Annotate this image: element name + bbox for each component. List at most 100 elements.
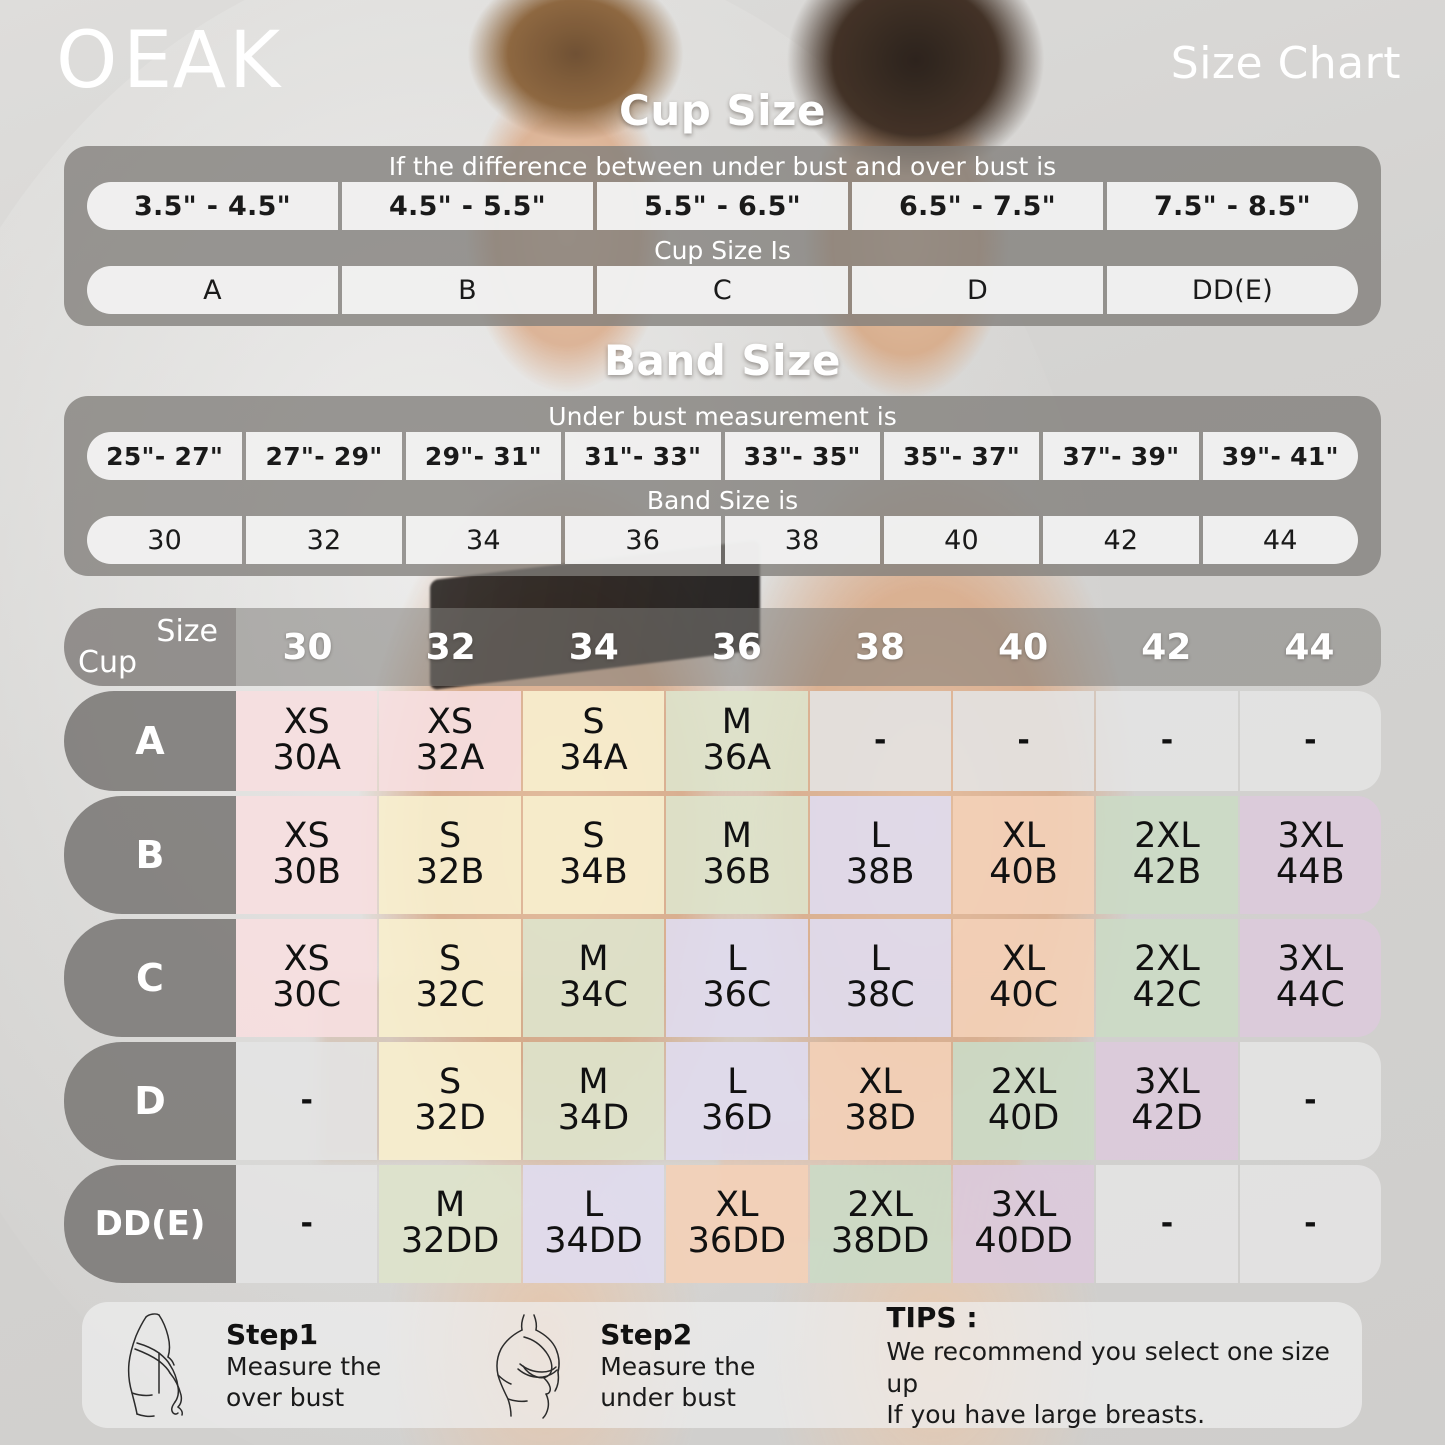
matrix-cell-40D: 2XL 40D [952, 1042, 1095, 1160]
cell-size-code: 32A [415, 738, 485, 778]
matrix-column-header-32: 32 [425, 626, 476, 668]
matrix-cell-38B: L 38B [809, 796, 951, 914]
band-number-cell-7: 44 [1202, 516, 1358, 564]
matrix-column-header-36: 36 [711, 626, 762, 668]
matrix-cell-42C: 2XL 42C [1096, 919, 1238, 1037]
band-range-cell-1: 27"- 29" [246, 432, 402, 480]
cup-range-cell-3: 6.5" - 7.5" [852, 182, 1103, 230]
matrix-row-B: B XS 30B S 32B S 34B M 36B L 38B XL 40B 2XL 42B 3XL 44B [64, 796, 1381, 914]
matrix-cell-32C: S 32C [379, 919, 521, 1037]
cell-size-letter: 3XL [990, 1185, 1057, 1226]
step-1-body: Measure the over bust [226, 1352, 382, 1412]
cell-size-letter: 3XL [1134, 1062, 1200, 1103]
cell-size-code: 34D [557, 1098, 630, 1138]
matrix-row-C: C XS 30C S 32C M 34C L 36C L 38C XL 40C 2XL 42C 3XL 44C [64, 919, 1381, 1037]
cell-size-letter: S [438, 939, 462, 980]
cell-size-letter: XL [1001, 816, 1046, 857]
cup-size-caption-top: If the difference between under bust and… [388, 152, 1057, 181]
cell-size-letter: 2XL [847, 1185, 914, 1226]
cup-letter-row: A B C D DD(E) [87, 266, 1358, 314]
cell-size-letter: 2XL [990, 1062, 1057, 1103]
cell-size-letter: L [727, 939, 747, 980]
cup-range-cell-2: 5.5" - 6.5" [597, 182, 848, 230]
cell-size-letter: M [578, 939, 609, 980]
matrix-cell-36DDE: XL 36DD [666, 1165, 808, 1283]
matrix-cell-38DDE: 2XL 38DD [809, 1165, 951, 1283]
cell-size-letter: 3XL [1277, 816, 1344, 857]
tips-block: TIPS : We recommend you select one size … [840, 1300, 1362, 1430]
matrix-cell-40B: XL 40B [952, 796, 1095, 914]
cell-size-code: 38B [845, 852, 915, 892]
matrix-cell-34A: S 34A [522, 691, 665, 791]
cell-size-letter: XS [426, 702, 474, 743]
cell-size-letter: 3XL [1277, 939, 1344, 980]
matrix-row-label-D: D [64, 1042, 236, 1160]
matrix-row-label-A: A [64, 691, 236, 791]
cup-size-panel: If the difference between under bust and… [64, 146, 1381, 326]
cell-size-code: 44B [1276, 852, 1345, 892]
band-range-cell-5: 35"- 37" [883, 432, 1040, 480]
matrix-cell-32A: XS 32A [379, 691, 521, 791]
step-1-title: Step1 [226, 1318, 319, 1351]
matrix-row-label-B: B [64, 796, 236, 914]
matrix-column-header-42: 42 [1141, 626, 1192, 668]
matrix-cell-44DDE: - [1239, 1165, 1381, 1283]
cell-size-letter: XL [1001, 939, 1046, 980]
cell-size-code: 32D [414, 1098, 486, 1138]
cell-size-letter: 2XL [1134, 816, 1200, 857]
cell-size-letter: S [438, 816, 462, 857]
cell-size-code: 40DD [974, 1221, 1073, 1261]
band-number-cell-5: 40 [883, 516, 1040, 564]
matrix-row-D: D - S 32D M 34D L 36D XL 38D 2XL 40D 3XL 42D - [64, 1042, 1381, 1160]
matrix-row-A: A XS 30A XS 32A S 34A M 36A - - - - [64, 691, 1381, 791]
cell-size-code: 36B [702, 852, 772, 892]
band-size-panel: Under bust measurement is 25"- 27" 27"- 2… [64, 396, 1381, 576]
band-range-row: 25"- 27" 27"- 29" 29"- 31" 31"- 33" 33"- 35"… [87, 432, 1358, 480]
matrix-cell-42B: 2XL 42B [1096, 796, 1238, 914]
matrix-cell-36C: L 36C [666, 919, 808, 1037]
brand-logo: OƎAK [56, 16, 284, 106]
cell-size-letter: M [578, 1062, 609, 1103]
matrix-row-cells: - S 32D M 34D L 36D XL 38D 2XL 40D 3XL 42D - [236, 1042, 1381, 1160]
page-title: Size Chart [1170, 38, 1401, 89]
step-2-body: Measure the under bust [600, 1352, 756, 1412]
matrix-cell-40DDE: 3XL 40DD [952, 1165, 1095, 1283]
matrix-cell-30A: XS 30A [236, 691, 378, 791]
cell-size-letter: S [438, 1062, 462, 1103]
cell-size-letter: M [721, 816, 752, 857]
band-number-cell-1: 32 [246, 516, 402, 564]
matrix-column-header-44: 44 [1284, 626, 1335, 668]
cell-size-code: 30B [272, 852, 341, 892]
cell-size-letter: S [582, 702, 605, 743]
cell-size-code: 38DD [830, 1221, 930, 1261]
step-2: Step2 Measure the under bust [476, 1302, 840, 1428]
cell-size-letter: M [434, 1185, 466, 1226]
matrix-cell-30DDE: - [236, 1165, 378, 1283]
measuring-guide-panel: Step1 Measure the over bust [82, 1300, 1362, 1430]
matrix-row-cells: XS 30A XS 32A S 34A M 36A - - - - [236, 691, 1381, 791]
cup-letter-cell-3: D [852, 266, 1103, 314]
matrix-column-header-34: 34 [568, 626, 619, 668]
cell-size-code: 30A [272, 738, 341, 778]
step-1: Step1 Measure the over bust [102, 1302, 466, 1428]
cell-size-code: 30C [272, 975, 342, 1015]
cell-size-code: 40C [989, 975, 1059, 1015]
matrix-row-DDE: DD(E) - M 32DD L 34DD XL 36DD 2XL 38DD 3XL 40DD - - [64, 1165, 1381, 1283]
cell-size-code: 34B [559, 852, 628, 892]
cell-size-letter: L [870, 816, 890, 857]
cup-range-cell-4: 7.5" - 8.5" [1107, 182, 1358, 230]
cell-size-code: 36D [701, 1098, 773, 1138]
band-number-cell-6: 42 [1043, 516, 1199, 564]
cup-size-heading: Cup Size [619, 86, 826, 135]
cup-size-caption-mid: Cup Size Is [654, 236, 791, 265]
band-range-cell-7: 39"- 41" [1202, 432, 1358, 480]
matrix-cell-30B: XS 30B [236, 796, 378, 914]
matrix-corner-header: Size Cup [64, 608, 236, 686]
band-range-cell-4: 33"- 35" [724, 432, 880, 480]
matrix-header-row: Size Cup 30 32 34 36 38 40 42 44 [64, 608, 1381, 686]
cell-size-letter: 2XL [1134, 939, 1200, 980]
matrix-cell-36B: M 36B [666, 796, 808, 914]
cell-size-letter: XL [715, 1185, 759, 1226]
matrix-row-label-DDE: DD(E) [64, 1165, 236, 1283]
